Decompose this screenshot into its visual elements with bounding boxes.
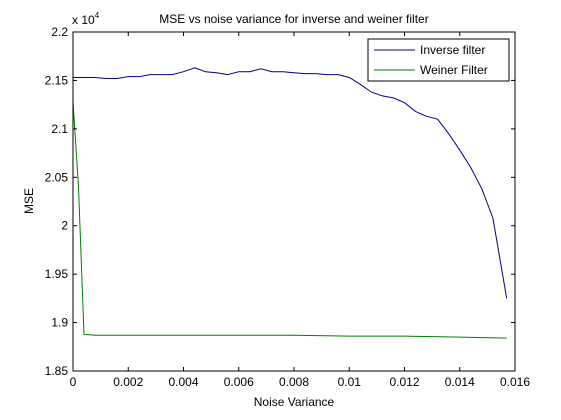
chart-title: MSE vs noise variance for inverse and we…	[159, 12, 428, 26]
y-tick-label: 2.1	[51, 122, 68, 136]
x-tick-label: 0	[70, 375, 77, 389]
x-tick-label: 0.008	[279, 375, 309, 389]
y-tick-label: 2.05	[45, 170, 69, 184]
y-axis-label: MSE	[22, 188, 36, 214]
y-axis-ticks: 1.85 1.9 1.95 2 2.05 2.1 2.15 2.2	[45, 25, 515, 378]
y-exponent-power: 4	[95, 11, 100, 20]
y-tick-label: 1.95	[45, 267, 69, 281]
series-line-weiner-filter	[72, 101, 507, 339]
x-tick-label: 0.004	[168, 375, 198, 389]
x-tick-label: 0.012	[389, 375, 419, 389]
series-line-inverse-filter	[73, 67, 508, 299]
legend-box	[367, 38, 510, 82]
y-tick-label: 1.9	[51, 316, 68, 330]
y-tick-label: 1.85	[45, 364, 69, 378]
x-tick-label: 0.016	[500, 375, 530, 389]
x-tick-label: 0.002	[113, 375, 143, 389]
plot-area	[73, 32, 515, 371]
x-tick-label: 0.006	[224, 375, 254, 389]
series-layer	[72, 67, 508, 339]
x-tick-label: 0.01	[338, 375, 362, 389]
legend-label-weiner: Weiner Filter	[420, 63, 488, 77]
y-exponent-base: x 10	[72, 13, 95, 27]
legend-label-inverse: Inverse filter	[420, 43, 485, 57]
y-tick-label: 2.2	[51, 25, 68, 39]
x-tick-label: 0.014	[445, 375, 475, 389]
y-exponent-label: x 104	[72, 11, 100, 27]
x-axis-ticks: 0 0.002 0.004 0.006 0.008 0.01 0.012 0.014 0.016	[70, 32, 530, 389]
y-tick-label: 2	[61, 219, 68, 233]
legend: Inverse filter Weiner Filter	[367, 38, 510, 82]
x-axis-label: Noise Variance	[254, 395, 335, 409]
y-tick-label: 2.15	[45, 73, 69, 87]
